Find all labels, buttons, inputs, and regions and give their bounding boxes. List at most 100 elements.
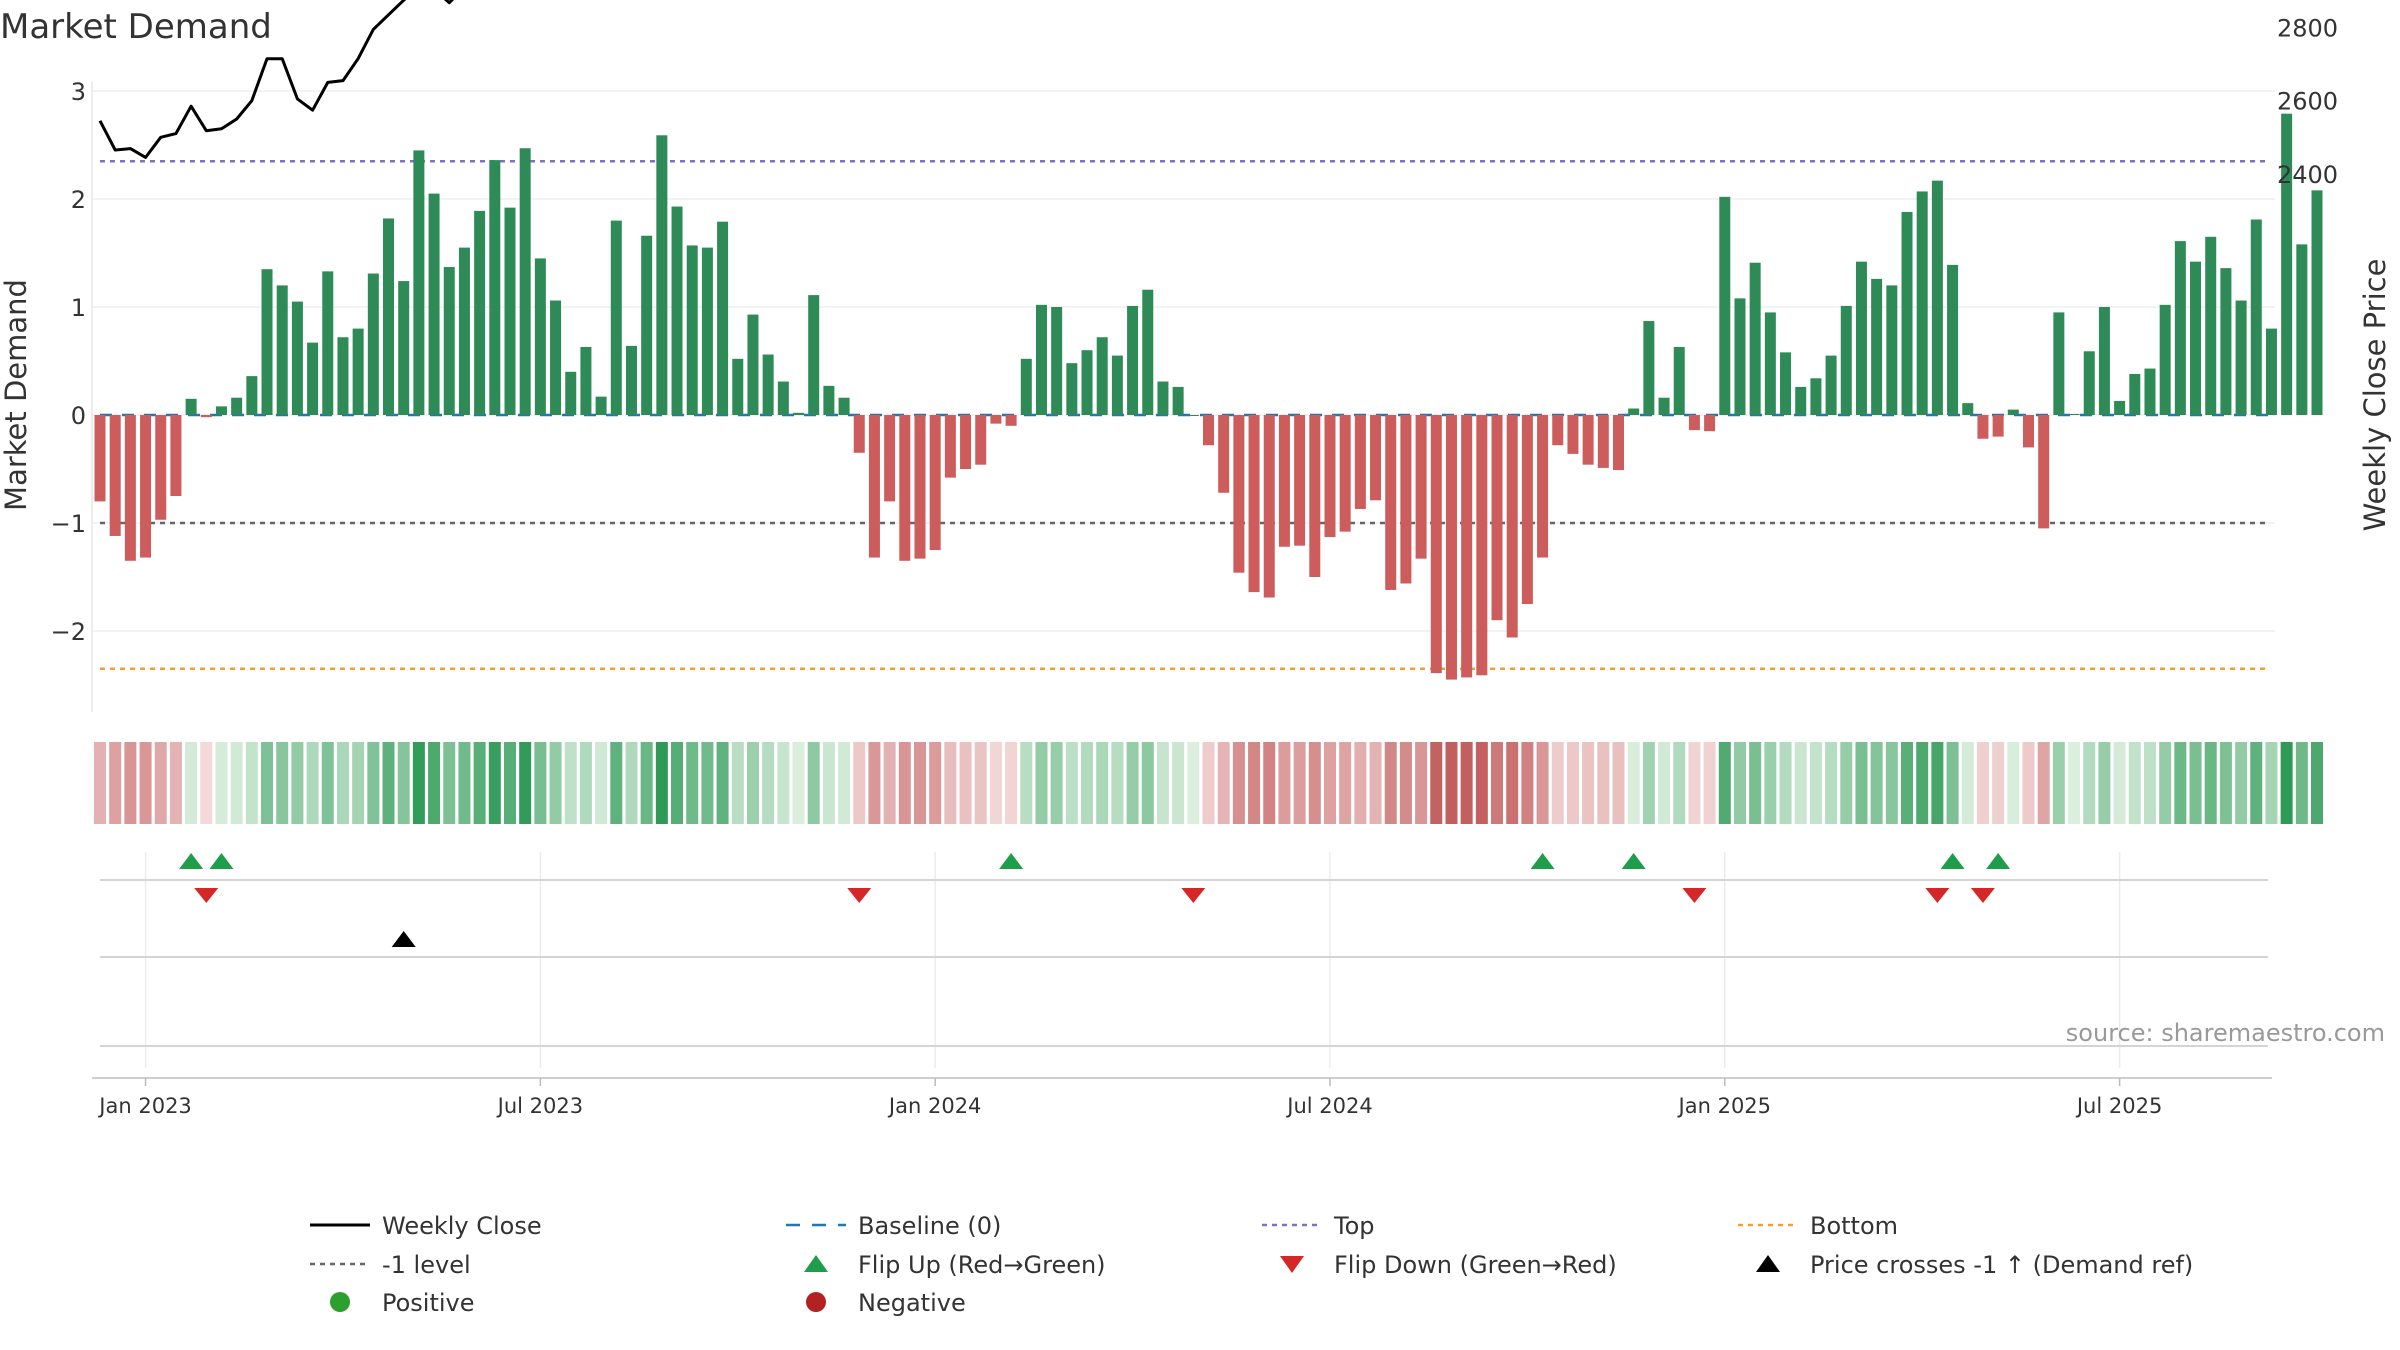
y-right-tick-label: 2600 [2277,88,2338,116]
strip-cell [139,742,152,824]
y-left-tick-label: 2 [71,186,86,214]
demand-bar [504,207,516,415]
demand-bar [1218,415,1230,493]
demand-bar [1734,298,1746,415]
demand-bar [838,397,850,415]
flip-up-marker [1986,853,2011,869]
demand-bar [960,415,972,469]
demand-bar [2159,304,2171,415]
strip-cell [1217,742,1230,824]
demand-bar [1931,180,1943,415]
strip-cell [1961,742,1974,824]
demand-bar [1810,378,1822,415]
strip-cell [519,742,532,824]
demand-bar [686,245,698,415]
demand-bar [868,415,880,558]
demand-bar [1203,415,1215,446]
strip-cell [1794,742,1807,824]
strip-cell [2113,742,2126,824]
strip-cell [1931,742,1944,824]
demand-bar [155,415,167,520]
strip-cell [1126,742,1139,824]
legend-label: Flip Up (Red→Green) [858,1251,1106,1279]
strip-cell [1293,742,1306,824]
legend: Weekly Close Baseline (0) Top Bottom -1 leve… [310,1212,2193,1317]
demand-bar [1081,350,1093,415]
strip-cell [1111,742,1124,824]
strip-cell [2083,742,2096,824]
demand-bar [1962,403,1974,415]
strip-cell [1749,742,1762,824]
demand-bar [1263,415,1275,598]
demand-bar [1795,386,1807,415]
legend-item-minus_one: -1 level [310,1251,471,1279]
demand-bar [1005,415,1017,426]
demand-bar [1248,415,1260,593]
strip-cell [1202,742,1215,824]
demand-bar [823,385,835,415]
demand-bar [1719,196,1731,415]
strip-cell [2128,742,2141,824]
demand-bar [1339,415,1351,532]
price-line [98,0,455,159]
demand-bar [1020,358,1032,415]
strip-cell [1445,742,1458,824]
strip-cell [1308,742,1321,824]
demand-bar [1233,415,1245,573]
demand-bar [1855,261,1867,415]
strip-cell [1065,742,1078,824]
strip-cell [473,742,486,824]
demand-bar [1051,307,1063,415]
demand-bar [109,415,121,536]
strip-cell [1232,742,1245,824]
strip-cell [1642,742,1655,824]
strip-cell [397,742,410,824]
demand-bar [2083,351,2095,415]
demand-bar [2038,415,2050,529]
demand-bar [307,342,319,415]
demand-bar [215,406,227,415]
strip-cell [1020,742,1033,824]
demand-bar [322,271,334,415]
demand-bar [383,218,395,415]
legend-item-flip_up: Flip Up (Red→Green) [804,1251,1106,1279]
price-line-layer [98,0,455,159]
demand-bar [1294,415,1306,546]
strip-cell [777,742,790,824]
strip-cell [2159,742,2172,824]
strip-cell [610,742,623,824]
flip-up-marker [209,853,234,869]
strip-cell [655,742,668,824]
strip-cell [276,742,289,824]
legend-label: Weekly Close [382,1212,542,1240]
demand-bar [793,412,805,415]
flip-down-marker [1682,888,1707,903]
demand-bar [185,398,197,415]
strip-cell [1855,742,1868,824]
strip-cell [1946,742,1959,824]
demand-bar [595,396,607,415]
strip-cell [185,742,198,824]
strip-cell [2143,742,2156,824]
strip-cell [989,742,1002,824]
strip-cell [291,742,304,824]
strip-cell [1430,742,1443,824]
strip-cell [2052,742,2065,824]
demand-bar [2281,113,2293,416]
legend-swatch [330,1292,350,1312]
strip-cell [929,742,942,824]
demand-bar [975,415,987,465]
demand-bar [777,381,789,415]
demand-bar [1324,415,1336,538]
legend-swatch [1756,1255,1780,1272]
legend-item-flip_down: Flip Down (Green→Red) [1280,1251,1617,1279]
strip-cell [1384,742,1397,824]
strip-cell [1809,742,1822,824]
demand-bar [2190,261,2202,415]
demand-bar [1111,355,1123,415]
strip-cell [154,742,167,824]
strip-cell [367,742,380,824]
strip-cell [853,742,866,824]
strip-cell [1278,742,1291,824]
demand-bar [2114,400,2126,415]
